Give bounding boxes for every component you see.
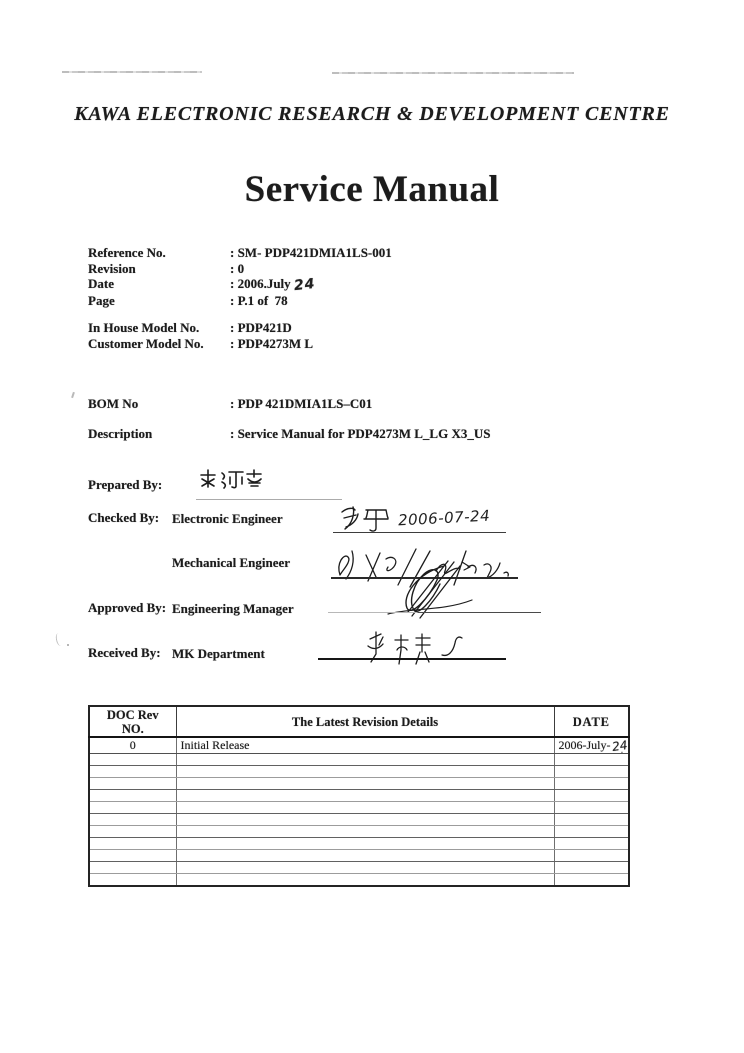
revision-table-empty-row xyxy=(88,873,630,886)
date-row: Date : 2006.July 24 xyxy=(88,276,392,295)
bom-value: : PDP 421DMIA1LS–C01 xyxy=(230,396,373,411)
scan-artifact-line xyxy=(332,72,574,74)
cell-doc-rev: 0 xyxy=(88,736,177,754)
revision-value: : 0 xyxy=(230,260,245,276)
revision-table-empty-row xyxy=(88,837,630,850)
page-row: Page : P.1 of 78 xyxy=(88,293,392,309)
received-by-signature xyxy=(367,631,463,665)
mechanical-engineer-label: Mechanical Engineer xyxy=(172,555,291,570)
header-doc-rev-no: DOC Rev NO. xyxy=(88,705,177,738)
revision-table-empty-row xyxy=(88,789,630,802)
prepared-by-signature xyxy=(200,469,262,489)
customer-model-value: : PDP4273M L xyxy=(230,335,314,351)
document-title: Service Manual xyxy=(244,169,500,210)
scan-artifact-line xyxy=(62,71,202,73)
electronic-signature-line xyxy=(333,532,506,533)
approved-by-label: Approved By: xyxy=(88,600,167,615)
received-by-label: Received By: xyxy=(88,645,161,660)
in-house-model-value: : PDP421D xyxy=(230,320,292,335)
page-value: : P.1 of 78 xyxy=(230,292,288,308)
scan-artifact-mark xyxy=(67,644,69,646)
revision-table-empty-row xyxy=(88,753,630,766)
revision-label: Revision xyxy=(88,260,136,276)
prepared-signature-line xyxy=(196,499,342,500)
customer-model-label: Customer Model No. xyxy=(88,335,204,351)
description-label: Description xyxy=(88,425,153,441)
revision-history-table: DOC Rev NO. The Latest Revision Details … xyxy=(88,705,630,887)
cell-date-handwritten-day: 24 xyxy=(610,737,628,754)
cell-revision-details: Initial Release xyxy=(175,736,555,754)
reference-no-row: Reference No. : SM- PDP421DMIA1LS-001 xyxy=(88,245,392,261)
bom-info-block: BOM No : PDP 421DMIA1LS–C01 Description … xyxy=(88,396,490,441)
scan-artifact-mark xyxy=(71,391,75,399)
revision-table-empty-row xyxy=(88,825,630,838)
received-signature-line xyxy=(318,658,506,660)
organization-title: KAWA ELECTRONIC RESEARCH & DEVELOPMENT C… xyxy=(74,103,670,125)
description-value: : Service Manual for PDP4273M L_LG X3_US xyxy=(230,425,491,441)
bom-row: BOM No : PDP 421DMIA1LS–C01 xyxy=(88,396,490,412)
reference-info-block: Reference No. : SM- PDP421DMIA1LS-001 Re… xyxy=(88,245,392,308)
reference-no-label: Reference No. xyxy=(88,245,166,260)
revision-table-empty-row xyxy=(88,813,630,826)
revision-table-header-row: DOC Rev NO. The Latest Revision Details … xyxy=(88,705,630,738)
scan-artifact-mark xyxy=(54,632,65,647)
revision-table-empty-row xyxy=(88,801,630,814)
revision-table-empty-row xyxy=(88,849,630,862)
customer-model-row: Customer Model No. : PDP4273M L xyxy=(88,336,313,352)
revision-row: Revision : 0 xyxy=(88,261,392,277)
model-info-block: In House Model No. : PDP421D Customer Mo… xyxy=(88,320,313,351)
date-value: : 2006.July 24 xyxy=(230,276,316,295)
cell-date: 2006-July-24 xyxy=(553,736,630,754)
page-label: Page xyxy=(88,292,115,308)
revision-table-row: 0 Initial Release 2006-July-24 xyxy=(88,736,630,754)
engineering-manager-label: Engineering Manager xyxy=(172,601,294,616)
in-house-model-label: In House Model No. xyxy=(88,320,200,335)
approved-signature-line xyxy=(328,612,541,613)
revision-table-body: 0 Initial Release 2006-July-24 xyxy=(88,736,630,886)
date-handwritten-day: 24 xyxy=(292,276,316,295)
reference-no-value: : SM- PDP421DMIA1LS-001 xyxy=(230,245,392,260)
engineering-manager-signature xyxy=(387,560,473,619)
header-date: DATE xyxy=(553,705,630,738)
mk-department-label: MK Department xyxy=(172,646,265,661)
revision-table-empty-row xyxy=(88,777,630,790)
electronic-engineer-signature-date: 2006-07-24 xyxy=(397,506,491,530)
description-row: Description : Service Manual for PDP4273… xyxy=(88,426,490,442)
checked-by-label: Checked By: xyxy=(88,510,160,525)
bom-label: BOM No xyxy=(88,396,139,411)
revision-table-empty-row xyxy=(88,765,630,778)
date-label: Date xyxy=(88,276,114,292)
prepared-by-label: Prepared By: xyxy=(88,477,163,492)
in-house-model-row: In House Model No. : PDP421D xyxy=(88,320,313,336)
mechanical-signature-line xyxy=(331,577,518,579)
header-latest-revision-details: The Latest Revision Details xyxy=(175,705,555,738)
electronic-engineer-signature xyxy=(341,506,389,532)
electronic-engineer-label: Electronic Engineer xyxy=(172,511,283,526)
revision-table-empty-row xyxy=(88,861,630,874)
mechanical-engineer-signature xyxy=(338,548,509,588)
